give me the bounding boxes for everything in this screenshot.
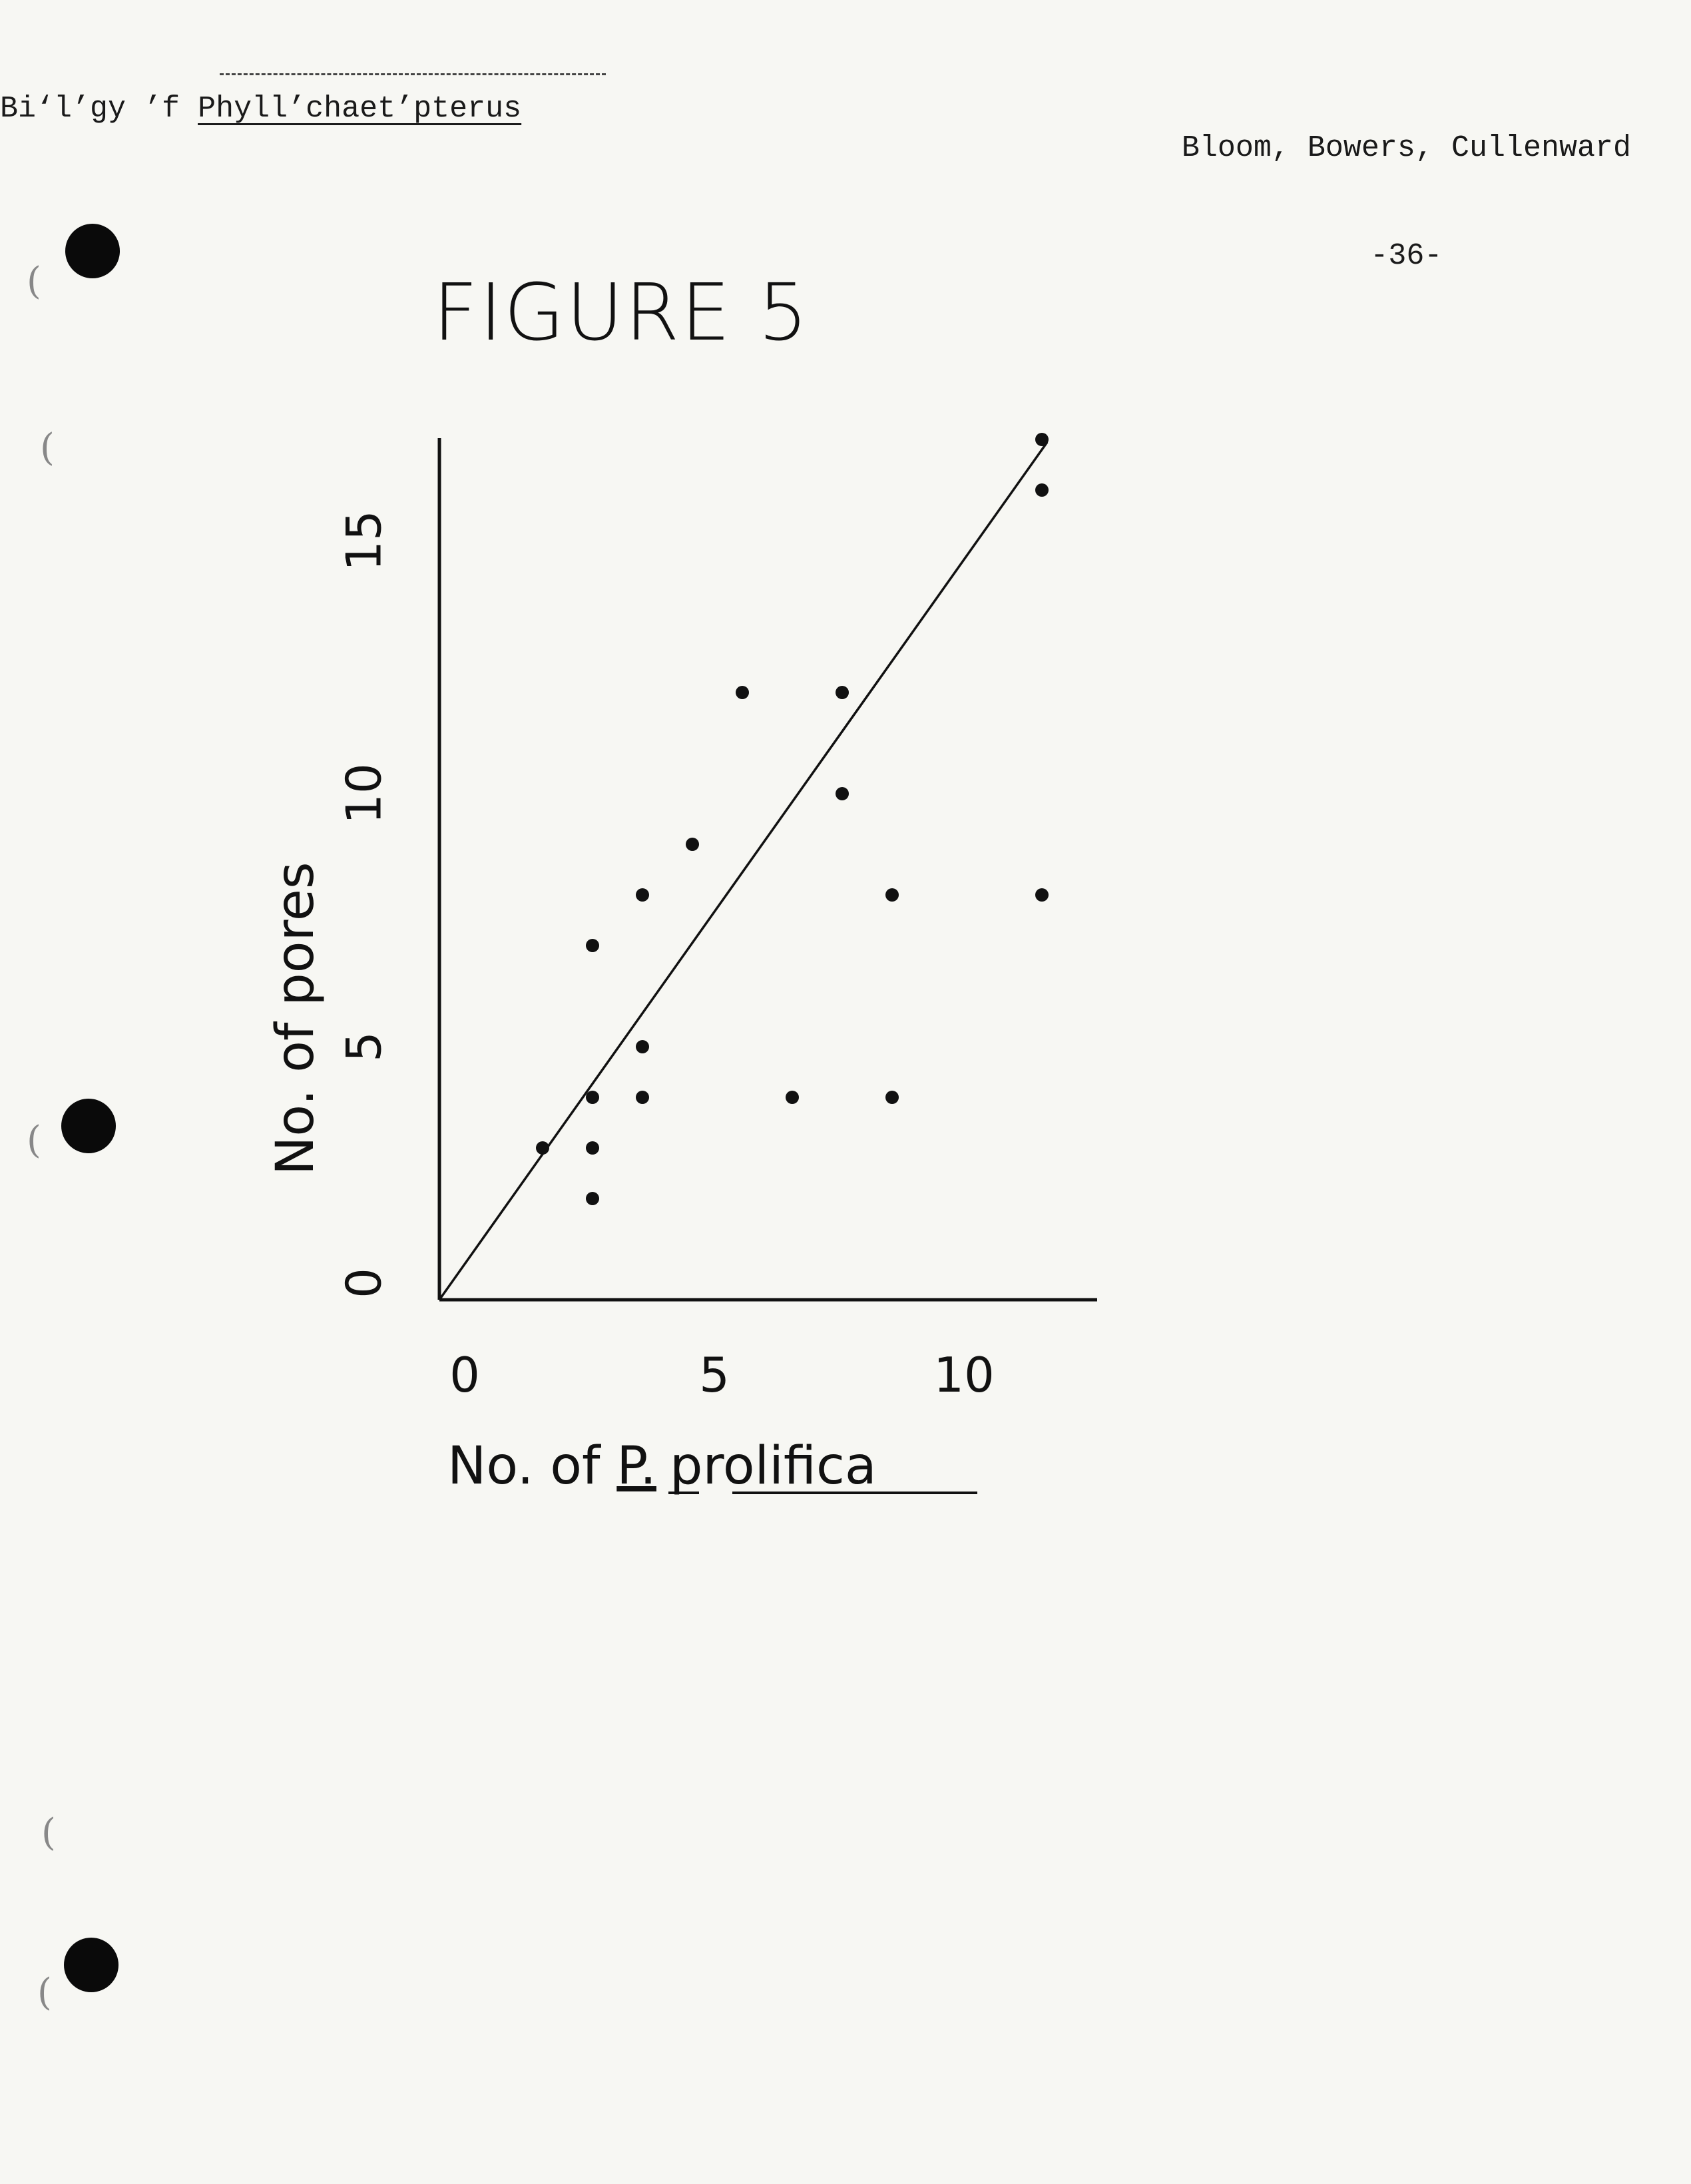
x-tick-labels: 0 5 10 [449,1347,995,1403]
binder-hole-top [65,224,120,278]
margin-mark: ( [27,260,41,303]
chart-axes [437,438,1097,1302]
data-point [836,787,849,800]
data-point [885,888,899,902]
y-tick-label: 10 [336,763,392,824]
data-points [536,433,1049,1205]
margin-mark: ( [41,1811,56,1854]
data-point [536,1141,549,1155]
fit-line [438,441,1049,1301]
x-tick-label: 0 [449,1347,480,1403]
binder-hole-middle [61,1099,116,1153]
y-axis-label: No. of pores [266,862,326,1175]
data-point [636,1091,649,1104]
data-point [586,1141,599,1155]
data-point [1035,483,1049,497]
page-number: -36- [1370,239,1443,273]
data-point [836,686,849,699]
data-point [586,939,599,952]
fit-line-group [438,441,1049,1301]
header-right: Bloom, Bowers, Cullenward -36- [1182,59,1631,346]
running-title-genus: Phyll’chaet’pterus [198,92,522,126]
margin-mark: ( [27,1119,41,1162]
x-axis-label-genus: P. [616,1436,656,1496]
data-point [786,1091,799,1104]
x-tick-label: 10 [933,1347,995,1403]
x-tick-label: 5 [699,1347,730,1403]
y-tick-label: 5 [336,1031,392,1062]
data-point [586,1192,599,1205]
data-point [885,1091,899,1104]
margin-mark: ( [37,1971,52,2014]
running-title-prefix: Bi‘l’gy ’f [0,92,198,126]
data-point [1035,888,1049,902]
author-names: Bloom, Bowers, Cullenward [1181,131,1631,165]
y-tick-labels: 0 5 10 15 [336,510,392,1298]
data-point [586,1091,599,1104]
data-point [686,838,699,851]
y-tick-label: 0 [336,1268,392,1298]
data-point [736,686,749,699]
x-axis-label: No. of P. prolifica [447,1436,877,1496]
binder-hole-bottom [64,1938,119,1992]
figure-title: FIGURE 5 [433,266,810,358]
header-dashed-rule [220,73,606,75]
data-point [636,1040,649,1053]
data-point [636,888,649,902]
y-tick-label: 15 [336,510,392,571]
margin-mark: ( [40,426,55,469]
x-axis-label-species: prolifica [670,1436,877,1496]
data-point [1035,433,1049,446]
x-axis-label-prefix: No. of [447,1436,616,1496]
running-title: Bi‘l’gy ’f Phyll’chaet’pterus [0,92,521,126]
